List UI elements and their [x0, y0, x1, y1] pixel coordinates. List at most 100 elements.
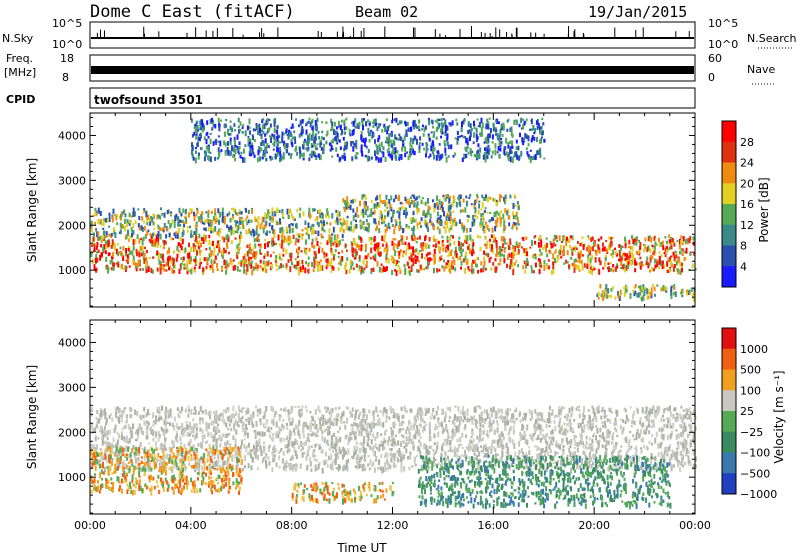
heatmap-cell	[273, 149, 275, 151]
heatmap-cell	[135, 266, 137, 269]
heatmap-cell	[457, 136, 459, 141]
heatmap-cell	[598, 239, 600, 242]
heatmap-cell	[215, 139, 217, 145]
heatmap-cell	[404, 153, 406, 158]
heatmap-cell	[526, 425, 528, 431]
heatmap-cell	[511, 146, 513, 149]
heatmap-cell	[336, 239, 338, 244]
heatmap-cell	[312, 239, 314, 243]
heatmap-cell	[198, 443, 200, 447]
heatmap-cell	[552, 269, 554, 274]
heatmap-cell	[399, 422, 401, 426]
heatmap-cell	[346, 227, 348, 230]
heatmap-cell	[260, 224, 262, 229]
heatmap-cell	[197, 142, 199, 147]
heatmap-cell	[354, 225, 356, 231]
heatmap-cell	[626, 257, 628, 260]
heatmap-cell	[653, 251, 655, 254]
colorbar-swatch	[722, 246, 736, 267]
heatmap-cell	[153, 239, 155, 245]
heatmap-cell	[494, 143, 496, 149]
heatmap-cell	[682, 253, 684, 256]
heatmap-cell	[144, 226, 146, 231]
heatmap-cell	[203, 228, 205, 231]
heatmap-cell	[194, 239, 196, 242]
heatmap-cell	[670, 286, 672, 291]
heatmap-cell	[357, 152, 359, 155]
heatmap-cell	[330, 270, 332, 273]
heatmap-cell	[314, 155, 316, 157]
heatmap-cell	[452, 257, 454, 259]
heatmap-cell	[162, 260, 164, 263]
heatmap-cell	[120, 229, 122, 234]
heatmap-cell	[459, 219, 461, 224]
heatmap-cell	[185, 209, 187, 213]
heatmap-cell	[312, 208, 314, 212]
heatmap-cell	[631, 425, 633, 428]
heatmap-cell	[542, 122, 544, 125]
heatmap-cell	[680, 270, 682, 275]
heatmap-cell	[497, 151, 499, 153]
heatmap-cell	[689, 253, 691, 256]
heatmap-cell	[511, 131, 513, 137]
heatmap-cell	[289, 132, 291, 137]
heatmap-cell	[541, 136, 543, 138]
heatmap-cell	[405, 208, 407, 211]
heatmap-cell	[427, 252, 429, 255]
heatmap-cell	[526, 119, 528, 122]
heatmap-cell	[377, 261, 379, 267]
heatmap-cell	[566, 237, 568, 241]
heatmap-cell	[269, 156, 271, 159]
heatmap-cell	[367, 253, 369, 257]
heatmap-cell	[502, 134, 504, 137]
heatmap-cell	[540, 430, 542, 436]
heatmap-cell	[103, 231, 105, 234]
heatmap-cell	[478, 204, 480, 209]
heatmap-cell	[347, 407, 349, 410]
heatmap-cell	[198, 240, 200, 246]
heatmap-cell	[401, 154, 403, 160]
heatmap-cell	[360, 220, 362, 225]
heatmap-cell	[632, 239, 634, 245]
heatmap-cell	[146, 269, 148, 272]
heatmap-cell	[318, 248, 320, 253]
heatmap-cell	[259, 431, 261, 436]
heatmap-cell	[546, 254, 548, 258]
heatmap-cell	[482, 202, 484, 208]
heatmap-cell	[487, 196, 489, 201]
heatmap-cell	[157, 234, 159, 238]
heatmap-cell	[410, 247, 412, 250]
heatmap-cell	[607, 267, 609, 270]
heatmap-cell	[350, 200, 352, 204]
heatmap-cell	[241, 211, 243, 215]
heatmap-cell	[199, 419, 201, 425]
heatmap-cell	[474, 260, 476, 264]
heatmap-cell	[230, 138, 232, 142]
heatmap-cell	[618, 259, 620, 261]
heatmap-cell	[202, 123, 204, 128]
heatmap-cell	[471, 203, 473, 205]
heatmap-cell	[127, 261, 129, 264]
heatmap-cell	[370, 212, 372, 217]
heatmap-cell	[380, 252, 382, 256]
heatmap-cell	[501, 124, 503, 129]
heatmap-cell	[526, 151, 528, 155]
heatmap-cell	[286, 226, 288, 232]
heatmap-cell	[439, 251, 441, 254]
heatmap-cell	[190, 230, 192, 234]
heatmap-cell	[266, 143, 268, 147]
heatmap-cell	[313, 245, 315, 249]
heatmap-cell	[460, 250, 462, 254]
heatmap-cell	[282, 248, 284, 253]
heatmap-cell	[437, 211, 439, 216]
heatmap-cell	[272, 143, 274, 145]
heatmap-cell	[206, 266, 208, 269]
heatmap-cell	[355, 213, 357, 218]
heatmap-cell	[426, 144, 428, 147]
heatmap-cell	[465, 154, 467, 158]
heatmap-cell	[271, 240, 273, 245]
heatmap-cell	[610, 242, 612, 248]
heatmap-cell	[279, 256, 281, 259]
heatmap-cell	[342, 234, 344, 238]
heatmap-cell	[495, 220, 497, 224]
